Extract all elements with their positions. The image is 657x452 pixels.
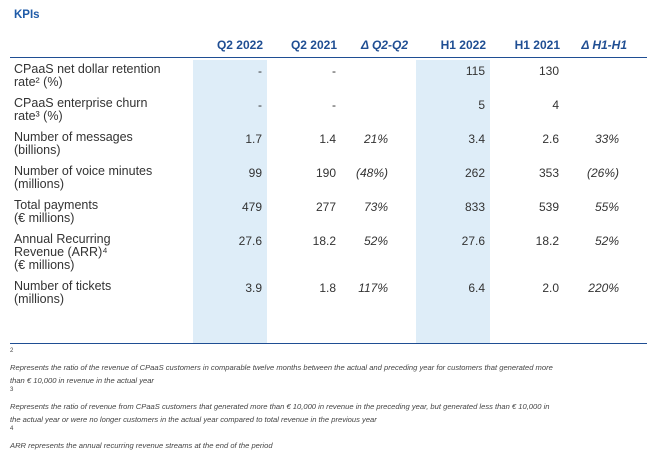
table-bottom-rule — [10, 343, 647, 344]
table-cell: 277 — [315, 200, 336, 214]
table-cell: 130 — [538, 64, 559, 78]
table-cell: 6.4 — [468, 281, 485, 295]
row-label: Number of messages (billions) — [14, 131, 189, 157]
row-label: CPaaS enterprise churn rate³ (%) — [14, 97, 189, 123]
table-cell: 18.2 — [535, 234, 559, 248]
row-label-line: Revenue (ARR)⁴ — [14, 245, 108, 259]
table-cell: 18.2 — [312, 234, 336, 248]
highlight-column-h1-2022 — [416, 60, 490, 344]
highlight-column-q2-2022 — [193, 60, 267, 344]
table-cell: 833 — [464, 200, 485, 214]
row-label: Number of tickets (millions) — [14, 280, 189, 306]
footnote: 3 Represents the ratio of revenue from CP… — [10, 387, 650, 426]
table-top-rule — [10, 57, 647, 58]
table-cell: (26%) — [586, 166, 619, 180]
table-cell: - — [258, 98, 262, 112]
row-label: Number of voice minutes (millions) — [14, 165, 189, 191]
row-label-line: Total payments — [14, 198, 99, 212]
header-h1-2021: H1 2021 — [514, 38, 560, 52]
footnote-line: ARR represents the annual recurring reve… — [10, 441, 273, 450]
header-q2-2022: Q2 2022 — [216, 38, 263, 52]
table-cell: - — [332, 64, 336, 78]
table-cell: 115 — [465, 64, 485, 78]
row-label-line: rate² (%) — [14, 75, 63, 89]
row-label: CPaaS net dollar retention rate² (%) — [14, 63, 189, 89]
table-cell: 3.4 — [468, 132, 485, 146]
table-cell: 52% — [594, 234, 619, 248]
table-cell: 190 — [315, 166, 336, 180]
table-cell: 3.9 — [245, 281, 262, 295]
table-cell: 1.4 — [319, 132, 336, 146]
table-cell: 1.7 — [245, 132, 262, 146]
table-cell: 27.6 — [461, 234, 485, 248]
row-label-line: (€ millions) — [14, 258, 75, 272]
footnote-line: Represents the ratio of the revenue of C… — [10, 363, 553, 372]
header-delta-h1: Δ H1-H1 — [581, 38, 627, 52]
table-cell: 262 — [464, 166, 485, 180]
row-label-line: (billions) — [14, 143, 61, 157]
footnotes: 2 Represents the ratio of the revenue of … — [10, 348, 650, 452]
table-cell: 21% — [363, 132, 388, 146]
table-cell: 539 — [538, 200, 559, 214]
footnote: 4 ARR represents the annual recurring rev… — [10, 426, 650, 452]
row-label-line: (millions) — [14, 292, 64, 306]
table-cell: 27.6 — [238, 234, 262, 248]
row-label-line: Number of tickets — [14, 279, 112, 293]
table-cell: 2.0 — [542, 281, 559, 295]
header-q2-2021: Q2 2021 — [290, 38, 337, 52]
row-label: Annual Recurring Revenue (ARR)⁴ (€ million… — [14, 233, 189, 272]
table-cell: 33% — [594, 132, 619, 146]
table-cell: 4 — [552, 98, 559, 112]
footnote-line: the actual year or were no longer custom… — [10, 415, 377, 424]
table-cell: 5 — [478, 98, 485, 112]
table-cell: - — [332, 98, 336, 112]
table-cell: 117% — [358, 281, 388, 295]
row-label-line: Number of messages — [14, 130, 133, 144]
footnote-line: than € 10,000 in revenue in the actual y… — [10, 376, 154, 385]
table-cell: 52% — [363, 234, 388, 248]
header-delta-q2: Δ Q2-Q2 — [361, 38, 408, 52]
footnote-mark: 4 — [10, 426, 14, 432]
table-cell: 99 — [248, 166, 262, 180]
table-cell: 479 — [241, 200, 262, 214]
row-label-line: Annual Recurring — [14, 232, 111, 246]
row-label-line: rate³ (%) — [14, 109, 63, 123]
table-cell: 73% — [363, 200, 388, 214]
row-label-line: Number of voice minutes — [14, 164, 153, 178]
row-label-line: CPaaS net dollar retention — [14, 62, 161, 76]
page-title: KPIs — [14, 9, 40, 21]
table-cell: 353 — [538, 166, 559, 180]
header-h1-2022: H1 2022 — [440, 38, 486, 52]
table-cell: 55% — [594, 200, 619, 214]
footnote-mark: 2 — [10, 348, 14, 354]
table-cell: (48%) — [355, 166, 388, 180]
footnote: 2 Represents the ratio of the revenue of … — [10, 348, 650, 387]
row-label-line: (millions) — [14, 177, 64, 191]
row-label-line: (€ millions) — [14, 211, 75, 225]
footnote-line: Represents the ratio of revenue from CPa… — [10, 402, 550, 411]
row-label: Total payments (€ millions) — [14, 199, 189, 225]
table-cell: 1.8 — [319, 281, 336, 295]
table-cell: 2.6 — [542, 132, 559, 146]
footnote-mark: 3 — [10, 387, 14, 393]
table-cell: 220% — [588, 281, 619, 295]
table-cell: - — [258, 64, 262, 78]
row-label-line: CPaaS enterprise churn — [14, 96, 148, 110]
